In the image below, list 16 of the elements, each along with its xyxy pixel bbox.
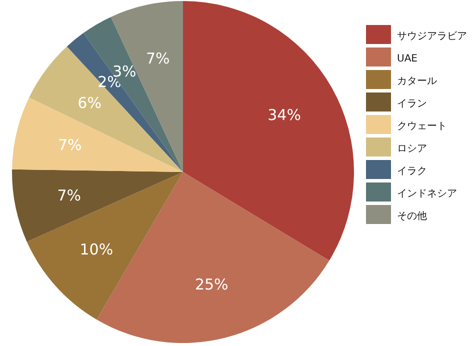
data-label: 6%	[78, 94, 102, 112]
data-label: 25%	[194, 276, 228, 294]
data-label: 10%	[80, 240, 114, 259]
data-label: 34%	[268, 106, 301, 124]
legend-label: ロシア	[397, 144, 427, 154]
legend-label: イラク	[397, 166, 427, 177]
legend-label: カタール	[397, 76, 437, 87]
legend-label: UAE	[397, 54, 418, 64]
legend-label: インドネシア	[397, 188, 457, 200]
data-label: 7%	[57, 186, 81, 204]
data-label: 7%	[146, 49, 170, 68]
legend-label: サウジアラビア	[397, 31, 467, 42]
data-label: 7%	[58, 136, 82, 154]
legend-label: クウェート	[397, 121, 447, 132]
legend-label: その他	[397, 210, 427, 222]
legend-label: イラン	[397, 98, 427, 110]
